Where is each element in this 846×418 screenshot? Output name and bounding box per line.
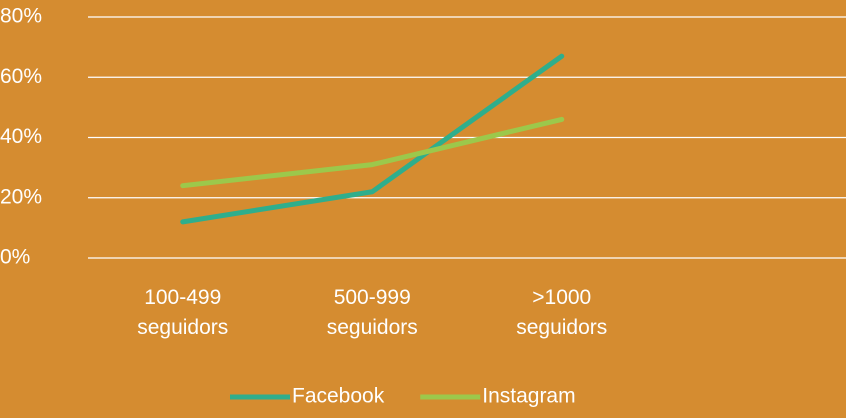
x-tick-label: >1000 seguidors <box>516 286 608 339</box>
y-tick-label: 20% <box>0 185 42 208</box>
legend-label: Facebook <box>292 385 385 408</box>
y-tick-label: 60% <box>0 65 42 88</box>
legend-label: Instagram <box>482 385 575 408</box>
series-line <box>180 116 565 189</box>
y-tick-label: 80% <box>0 5 42 28</box>
series-line <box>180 53 565 225</box>
y-tick-label: 40% <box>0 125 42 148</box>
y-tick-label: 0% <box>0 246 30 269</box>
x-tick-label: 500-999 seguidors <box>326 286 418 339</box>
x-tick-label: 100-499 seguidors <box>137 286 229 339</box>
